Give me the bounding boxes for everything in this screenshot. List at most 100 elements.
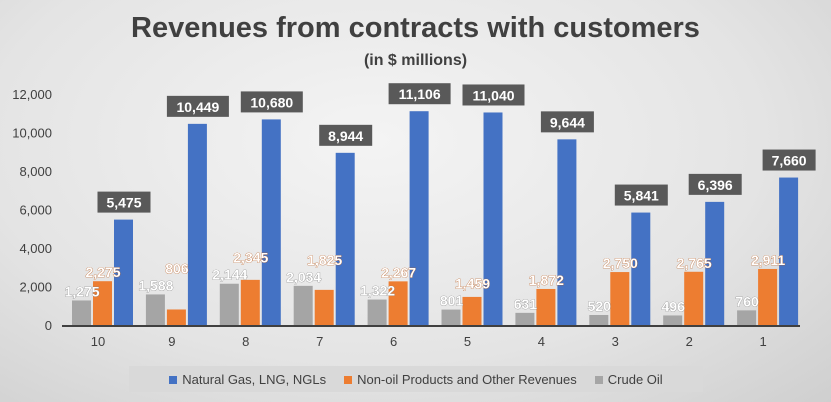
- data-label-box: [762, 149, 816, 171]
- bar-crude-oil: [515, 312, 535, 325]
- data-label-non-oil: 1,459: [455, 276, 490, 292]
- data-label-non-oil: 2,267: [381, 264, 416, 280]
- bar-crude-oil: [737, 310, 757, 325]
- bar-crude-oil: [72, 300, 91, 325]
- bar-non-oil-products-and-other-revenues: [166, 309, 186, 325]
- y-tick-label: 10,000: [12, 126, 52, 141]
- legend-label: Crude Oil: [607, 371, 663, 387]
- y-tick-label: 2,000: [19, 280, 52, 295]
- data-label-natural-gas: 11,106: [399, 86, 441, 102]
- x-tick-label: 10: [91, 334, 105, 349]
- legend-label: Natural Gas, LNG, NGLs: [182, 371, 327, 387]
- data-label-box: [688, 173, 742, 195]
- data-label-natural-gas: 10,680: [250, 94, 293, 110]
- data-label-natural-gas: 6,396: [698, 177, 733, 193]
- bar-natural-gas-lng-ngls: [705, 201, 725, 325]
- data-label-crude-oil: 496: [662, 298, 686, 314]
- x-tick-label: 8: [242, 334, 249, 349]
- x-tick-label: 3: [612, 334, 619, 349]
- y-tick-label: 6,000: [19, 203, 52, 218]
- bar-natural-gas-lng-ngls: [335, 152, 355, 325]
- data-label-non-oil: 1,872: [529, 272, 564, 288]
- data-label-natural-gas: 11,040: [472, 87, 514, 103]
- y-tick-label: 8,000: [19, 164, 52, 179]
- x-tick-label: 7: [316, 334, 323, 349]
- x-tick-label: 4: [538, 334, 545, 349]
- data-label-non-oil: 1,825: [307, 252, 342, 268]
- data-label-non-oil: 2,345: [233, 250, 268, 266]
- x-tick-label: 6: [390, 334, 397, 349]
- bar-crude-oil: [367, 299, 387, 325]
- bar-natural-gas-lng-ngls: [557, 139, 577, 325]
- data-label-natural-gas: 9,644: [550, 114, 585, 130]
- bar-crude-oil: [219, 283, 239, 325]
- bar-natural-gas-lng-ngls: [261, 119, 281, 325]
- bar-non-oil-products-and-other-revenues: [93, 281, 112, 325]
- data-label-box: [462, 84, 525, 106]
- data-label-natural-gas: 8,944: [328, 128, 363, 144]
- data-label-natural-gas: 10,449: [176, 99, 219, 115]
- data-label-non-oil: 2,765: [677, 255, 712, 271]
- legend-label: Non-oil Products and Other Revenues: [357, 371, 577, 387]
- data-label-box: [97, 191, 151, 213]
- bar-non-oil-products-and-other-revenues: [240, 279, 260, 325]
- bar-non-oil-products-and-other-revenues: [462, 296, 482, 325]
- data-label-crude-oil: 631: [514, 296, 538, 312]
- data-label-box: [614, 184, 668, 206]
- y-tick-label: 12,000: [12, 87, 52, 102]
- legend-item: Natural Gas, LNG, NGLs: [169, 372, 326, 387]
- legend-swatch: [594, 375, 603, 384]
- data-label-non-oil: 2,750: [603, 255, 638, 271]
- x-tick-label: 5: [464, 334, 471, 349]
- bar-crude-oil: [663, 315, 683, 325]
- legend-item: Crude Oil: [594, 371, 663, 387]
- chart-title: Revenues from contracts with customers: [131, 12, 700, 44]
- bar-non-oil-products-and-other-revenues: [610, 272, 630, 325]
- x-tick-label: 1: [759, 334, 766, 349]
- legend-swatch: [169, 375, 178, 384]
- bar-crude-oil: [145, 294, 165, 325]
- data-label-box: [388, 83, 451, 105]
- bar-non-oil-products-and-other-revenues: [758, 268, 778, 325]
- data-label-box: [166, 95, 229, 117]
- bar-natural-gas-lng-ngls: [409, 111, 429, 325]
- data-label-natural-gas: 7,660: [772, 153, 807, 169]
- data-label-non-oil: 2,911: [751, 252, 785, 268]
- data-label-box: [240, 91, 303, 113]
- data-label-crude-oil: 2,144: [212, 267, 247, 283]
- bar-non-oil-products-and-other-revenues: [388, 281, 408, 325]
- legend-swatch: [344, 375, 353, 384]
- chart-subtitle: (in $ millions): [363, 52, 468, 69]
- bar-crude-oil: [589, 314, 609, 325]
- data-label-natural-gas: 5,475: [106, 195, 141, 211]
- y-tick-label: 0: [45, 318, 52, 333]
- bar-natural-gas-lng-ngls: [114, 219, 133, 325]
- bar-natural-gas-lng-ngls: [779, 177, 799, 325]
- data-label-crude-oil: 520: [588, 298, 612, 314]
- bar-natural-gas-lng-ngls: [483, 112, 503, 325]
- bar-non-oil-products-and-other-revenues: [314, 289, 334, 325]
- data-label-non-oil: 806: [165, 260, 189, 276]
- x-tick-label: 9: [168, 334, 175, 349]
- x-tick-label: 2: [686, 334, 693, 349]
- data-label-box: [319, 124, 373, 146]
- bar-crude-oil: [293, 285, 313, 325]
- legend: Natural Gas, LNG, NGLs Non-oil Products a…: [129, 366, 703, 392]
- data-label-crude-oil: 2,034: [286, 269, 321, 285]
- bar-natural-gas-lng-ngls: [187, 123, 207, 325]
- bar-non-oil-products-and-other-revenues: [536, 288, 556, 325]
- bar-natural-gas-lng-ngls: [631, 212, 651, 325]
- data-label-crude-oil: 801: [440, 293, 464, 309]
- data-label-non-oil: 2,275: [85, 264, 120, 280]
- bar-non-oil-products-and-other-revenues: [684, 271, 704, 325]
- data-label-crude-oil: 760: [735, 293, 759, 309]
- y-tick-label: 4,000: [19, 241, 52, 256]
- data-label-natural-gas: 5,841: [624, 188, 659, 204]
- data-label-box: [540, 111, 594, 133]
- data-label-crude-oil: 1,588: [138, 277, 173, 293]
- bar-crude-oil: [441, 309, 461, 325]
- data-label-crude-oil: 1,322: [360, 283, 395, 299]
- legend-item: Non-oil Products and Other Revenues: [344, 372, 577, 387]
